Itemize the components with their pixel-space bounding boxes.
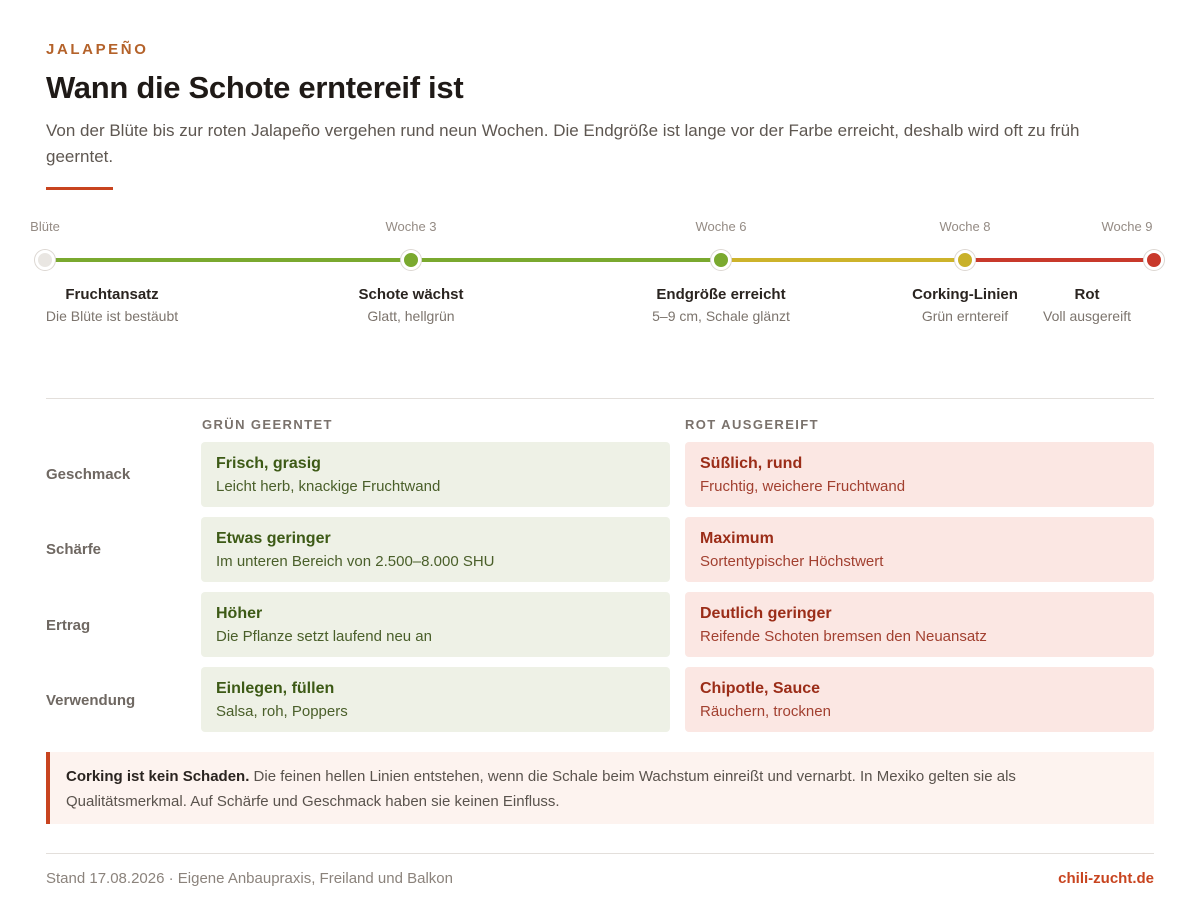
- eyebrow-label: JALAPEÑO: [46, 41, 149, 58]
- timeline-stage-title: Fruchtansatz: [65, 286, 159, 303]
- timeline-segment-2: [411, 258, 721, 262]
- cell-title: Einlegen, füllen: [216, 680, 335, 697]
- timeline-segment-4: [965, 258, 1154, 262]
- red-cell: Chipotle, Sauce Räuchern, trocknen: [685, 667, 1154, 732]
- cell-title: Chipotle, Sauce: [700, 680, 821, 697]
- footer-divider: [46, 853, 1154, 854]
- row-label: Schärfe: [46, 541, 102, 558]
- timeline-week-label: Woche 6: [695, 219, 747, 234]
- timeline-dot-bluete: [35, 250, 55, 270]
- timeline-stage-title: Corking-Linien: [912, 286, 1018, 303]
- timeline-stage-title: Endgröße erreicht: [656, 286, 786, 303]
- footer-source: Stand 17.08.2026 · Eigene Anbaupraxis, F…: [46, 870, 453, 887]
- timeline-stage-sub: Voll ausgereift: [1043, 308, 1131, 324]
- red-cell: Maximum Sortentypischer Höchstwert: [685, 517, 1154, 582]
- column-heading-red: ROT AUSGEREIFT: [685, 417, 819, 432]
- timeline-stage-sub: Grün erntereif: [921, 308, 1009, 324]
- cell-title: Maximum: [700, 530, 774, 547]
- timeline-dot-woche-6: [711, 250, 731, 270]
- timeline-stage-sub: Glatt, hellgrün: [367, 308, 455, 324]
- green-cell: Höher Die Pflanze setzt laufend neu an: [201, 592, 670, 657]
- timeline-week-label: Blüte: [30, 219, 60, 234]
- cell-title: Süßlich, rund: [700, 455, 803, 472]
- red-cell: Süßlich, rund Fruchtig, weichere Fruchtw…: [685, 442, 1154, 507]
- page-title: Wann die Schote erntereif ist: [46, 70, 464, 105]
- cell-title: Deutlich geringer: [700, 605, 832, 622]
- note-bold-lead: Corking ist kein Schaden.: [66, 768, 250, 785]
- row-label: Ertrag: [46, 617, 91, 634]
- timeline-stage-title: Rot: [1074, 286, 1100, 303]
- green-cell: Etwas geringer Im unteren Bereich von 2.…: [201, 517, 670, 582]
- green-cell: Frisch, grasig Leicht herb, knackige Fru…: [201, 442, 670, 507]
- footer-brand: chili-zucht.de: [1058, 870, 1154, 887]
- cell-title: Frisch, grasig: [216, 455, 321, 472]
- timeline-week-label: Woche 9: [1101, 219, 1153, 234]
- section-divider: [46, 398, 1154, 399]
- red-cell: Deutlich geringer Reifende Schoten brems…: [685, 592, 1154, 657]
- green-cell: Einlegen, füllen Salsa, roh, Poppers: [201, 667, 670, 732]
- timeline-week-label: Woche 3: [385, 219, 437, 234]
- note-text: Die feinen hellen Linien entstehen, wenn…: [66, 768, 1016, 810]
- timeline-dot-woche-3: [401, 250, 421, 270]
- timeline-segment-3: [721, 258, 965, 262]
- cell-sub: Leicht herb, knackige Fruchtwand: [216, 478, 441, 495]
- timeline-dot-woche-8: [955, 250, 975, 270]
- cell-sub: Salsa, roh, Poppers: [216, 703, 348, 720]
- column-heading-green: GRÜN GEERNTET: [202, 417, 333, 432]
- cell-sub: Sortentypischer Höchstwert: [700, 553, 884, 570]
- timeline-stage-sub: 5–9 cm, Schale glänzt: [652, 308, 790, 324]
- cell-sub: Reifende Schoten bremsen den Neuansatz: [700, 628, 987, 645]
- cell-title: Etwas geringer: [216, 530, 331, 547]
- cell-sub: Die Pflanze setzt laufend neu an: [216, 628, 432, 645]
- cell-sub: Fruchtig, weichere Fruchtwand: [700, 478, 906, 495]
- timeline-week-label: Woche 8: [939, 219, 991, 234]
- cell-sub: Räuchern, trocknen: [700, 703, 831, 720]
- row-label: Verwendung: [46, 692, 136, 709]
- lead-paragraph: Von der Blüte bis zur roten Jalapeño ver…: [46, 121, 1080, 166]
- cell-title: Höher: [216, 605, 263, 622]
- row-label: Geschmack: [46, 466, 131, 483]
- timeline-stage-sub: Die Blüte ist bestäubt: [45, 308, 179, 324]
- timeline-dot-woche-9: [1144, 250, 1164, 270]
- cell-sub: Im unteren Bereich von 2.500–8.000 SHU: [216, 553, 495, 570]
- timeline-stage-title: Schote wächst: [358, 286, 464, 303]
- corking-note: Corking ist kein Schaden. Die feinen hel…: [46, 752, 1154, 824]
- timeline-segment-1: [45, 258, 411, 262]
- accent-rule: [46, 187, 113, 190]
